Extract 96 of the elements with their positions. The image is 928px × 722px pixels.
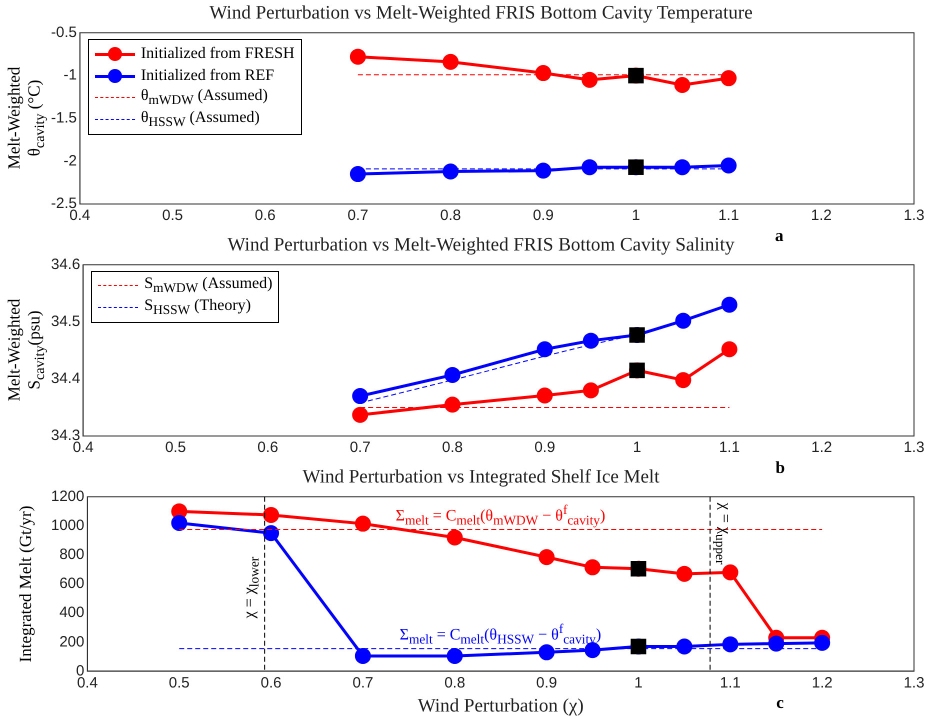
point [584,559,601,576]
point [263,525,280,542]
legend-label: θ$_{HSSW}$ (Assumed) [140,109,260,130]
y-axis-title: Integrated Melt (Gt/yr) [16,506,36,662]
point [171,514,188,531]
point [720,157,737,174]
point [263,506,280,523]
point [582,332,599,349]
point [768,636,784,652]
y-tick-label: -1.5 [50,110,77,127]
y-tick-label: 34.5 [50,313,80,330]
x-tick-label: 0.8 [440,207,462,224]
point [720,70,737,86]
legend-label: θ$_{mWDW}$ (Assumed) [140,87,268,108]
x-tick-label: 1.1 [718,439,740,456]
point [538,644,555,660]
y-tick-label: 34.6 [50,256,80,273]
legend-label: S$_{mWDW}$ (Assumed) [144,275,272,296]
x-tick-label: 0.5 [162,207,183,224]
point [676,566,692,582]
text: b [776,458,785,478]
x-tick-label: 1.2 [812,674,833,692]
x-tick-label: 0.7 [352,674,374,692]
point [674,77,690,94]
point [354,648,371,664]
x-tick-label: 0.7 [350,439,371,456]
point [536,341,553,358]
point [446,648,463,664]
y-tick-label: -2 [64,152,77,170]
point [722,564,738,580]
x-tick-label: 0.9 [534,439,556,456]
x-tick-label: 1.3 [904,439,924,456]
x-tick-label: 1.2 [811,439,832,456]
chart-title: Wind Perturbation vs Melt-Weighted FRIS Bottom Cavity Temperature [209,2,753,24]
point [350,166,366,182]
point [674,159,690,176]
point [538,549,555,566]
x-tick-label: 1.2 [810,207,832,224]
y-tick-label: 200 [59,633,84,650]
point [444,396,460,413]
point [721,341,738,358]
x-tick-label: 1 [634,674,643,692]
x-tick-label: 0.6 [260,674,282,692]
point [676,638,692,654]
x-tick-label: 0.5 [168,674,190,692]
x-axis-title: Wind Perturbation (χ) [418,696,584,717]
point [814,634,830,651]
x-tick-label: 0.8 [444,674,466,692]
point [675,372,692,388]
point [442,54,459,70]
point [352,388,368,404]
x-tick-label: 0.6 [254,207,276,224]
x-tick-label: 1.1 [720,674,741,692]
legend-label: Initialized from FRESH [140,44,295,63]
x-tick-label: 0.4 [76,674,98,692]
text: Σ$_{melt}$ = C$_{melt}$(θ$_{mWDW}$ − θ$^{f}$$_{cavity}$) [396,502,606,528]
y-tick-label: 1200 [50,488,84,505]
point [722,636,738,652]
point [354,516,371,532]
x-tick-label: 0.6 [257,439,278,456]
point [444,366,460,383]
text: c [776,693,784,714]
x-tick-label: 1 [632,207,640,224]
y-tick-label: -1 [64,66,77,84]
y-tick-label: 400 [59,604,84,622]
legend-label: S$_{HSSW}$ (Theory) [144,297,251,318]
x-tick-label: 1 [632,439,642,456]
point [675,312,692,329]
y-tick-label: 800 [59,546,84,564]
text: a [774,226,784,246]
y-tick-label: 600 [59,575,84,592]
chart-title: Wind Perturbation vs Melt-Weighted FRIS Bottom Cavity Salinity [228,234,735,256]
x-tick-label: 1.1 [718,207,740,224]
point [352,406,368,423]
y-tick-label: 34.4 [50,370,80,388]
x-tick-label: 0.5 [165,439,186,456]
x-tick-label: 0.9 [536,674,558,692]
x-tick-label: 0.9 [532,207,554,224]
point [446,529,463,546]
x-tick-label: 0.8 [442,439,463,456]
chart-title: Wind Perturbation vs Integrated Shelf Ice Melt [302,466,660,488]
x-tick-label: 1.3 [904,207,924,224]
point [721,296,738,313]
y-tick-label: 1000 [50,517,84,534]
point [582,382,599,398]
point [582,72,598,88]
point [350,48,366,65]
point [536,387,553,404]
x-tick-label: 1.3 [904,674,924,692]
point [535,162,552,179]
legend-label: Initialized from REF [140,66,274,85]
point [582,159,598,176]
point [535,65,552,82]
point [442,163,459,180]
y-tick-label: -0.5 [50,24,77,41]
x-tick-label: 0.7 [347,207,368,224]
